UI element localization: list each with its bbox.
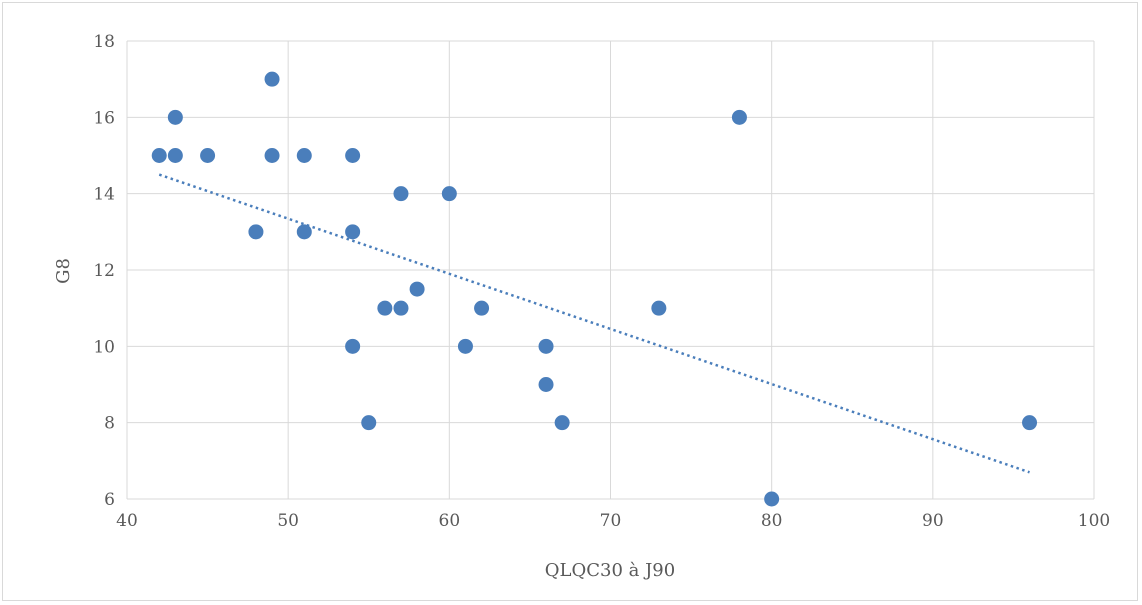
- data-point: [296, 148, 312, 163]
- data-point: [393, 300, 409, 316]
- data-point: [151, 148, 167, 163]
- x-tick-label: 60: [439, 511, 461, 531]
- data-point: [731, 109, 747, 125]
- x-tick-label: 40: [116, 511, 138, 531]
- data-point: [409, 281, 425, 297]
- data-point: [474, 300, 490, 316]
- data-point: [441, 186, 457, 202]
- x-tick-label: 70: [600, 511, 622, 531]
- data-point: [393, 186, 409, 202]
- data-point: [538, 377, 554, 392]
- y-tick-label: 12: [93, 261, 115, 281]
- data-point: [248, 224, 264, 240]
- data-point: [264, 148, 280, 163]
- x-tick-label: 50: [277, 511, 299, 531]
- data-point: [764, 491, 780, 507]
- trendline-group: [158, 173, 1030, 474]
- data-point: [167, 148, 183, 163]
- data-point: [1022, 415, 1038, 431]
- data-point: [538, 338, 554, 354]
- x-tick-label: 90: [922, 511, 944, 531]
- trendline: [158, 173, 1030, 474]
- data-point: [457, 338, 473, 354]
- data-point: [345, 224, 361, 240]
- data-point: [296, 224, 312, 240]
- data-points: [151, 71, 1038, 507]
- y-axis-title: G8: [53, 258, 74, 284]
- y-tick-label: 16: [93, 108, 115, 128]
- data-point: [345, 148, 361, 163]
- data-point: [264, 71, 280, 87]
- data-point: [345, 338, 361, 354]
- data-point: [554, 415, 570, 431]
- tick-labels: 6 8 10 12 14 16 18 40 50 60 70 80 90 100: [93, 32, 1110, 531]
- y-tick-label: 10: [93, 337, 115, 357]
- data-point: [200, 148, 216, 163]
- x-tick-label: 80: [761, 511, 783, 531]
- data-point: [361, 415, 377, 431]
- y-tick-label: 6: [104, 490, 115, 510]
- y-tick-label: 18: [93, 32, 115, 52]
- data-point: [651, 300, 667, 316]
- y-tick-label: 8: [104, 414, 115, 434]
- data-point: [377, 300, 393, 316]
- x-tick-label: 100: [1078, 511, 1110, 531]
- y-tick-label: 14: [93, 185, 115, 205]
- x-axis-title: QLQC30 à J90: [545, 560, 675, 581]
- gridlines: [126, 40, 1095, 500]
- data-point: [167, 109, 183, 125]
